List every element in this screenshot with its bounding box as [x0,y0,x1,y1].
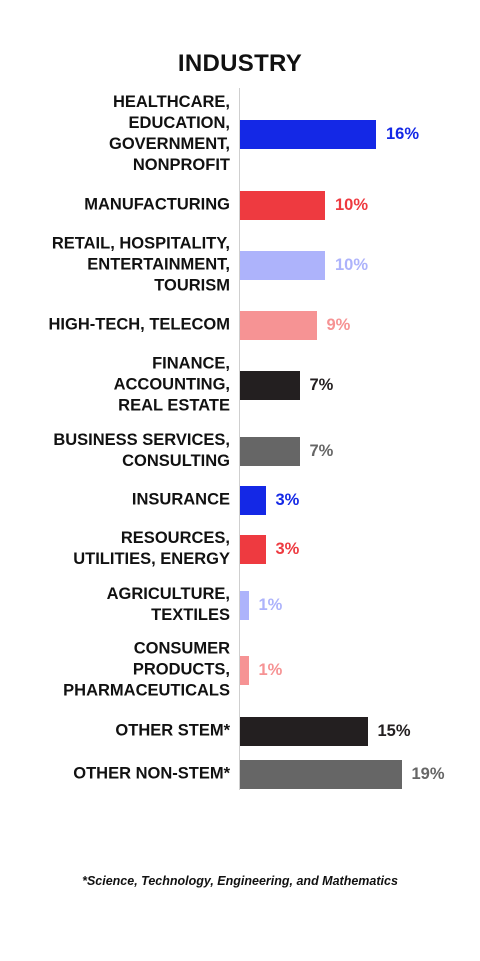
category-label: BUSINESS SERVICES, CONSULTING [53,431,230,470]
value-label: 15% [377,722,411,740]
value-label: 19% [411,765,445,783]
category-label: HEALTHCARE, EDUCATION, GOVERNMENT, NONPR… [108,93,230,174]
category-label: AGRICULTURE, TEXTILES [106,585,230,624]
chart-title: INDUSTRY [177,50,303,77]
bar [240,436,300,466]
bar [240,655,249,685]
value-label: 3% [275,491,300,509]
bar [240,250,325,280]
bar [240,310,317,340]
value-label: 1% [258,661,283,679]
bar [240,370,300,400]
category-label: CONSUMER PRODUCTS, PHARMACEUTICALS [63,639,230,700]
category-label: OTHER NON-STEM* [73,764,230,783]
value-label: 10% [335,196,369,214]
value-label: 16% [386,125,420,143]
footnote: *Science, Technology, Engineering, and M… [82,874,398,888]
bar [240,716,368,746]
category-label: INSURANCE [131,490,230,509]
value-label: 7% [309,442,334,460]
value-label: 7% [309,376,334,394]
category-label: RETAIL, HOSPITALITY, ENTERTAINMENT, TOUR… [51,234,230,295]
category-label: MANUFACTURING [84,195,230,214]
value-label: 10% [335,256,369,274]
bar [240,119,376,149]
category-label: RESOURCES, UTILITIES, ENERGY [73,529,230,568]
bar [240,485,266,515]
bar [240,590,249,620]
bar [240,534,266,564]
category-label: HIGH-TECH, TELECOM [48,315,231,334]
bar [240,190,325,220]
category-label: OTHER STEM* [115,721,230,740]
category-label: FINANCE, ACCOUNTING, REAL ESTATE [113,354,230,415]
category-axis-line [239,88,240,790]
value-label: 1% [258,596,283,614]
bar [240,759,402,789]
value-label: 9% [326,316,351,334]
value-label: 3% [275,540,300,558]
